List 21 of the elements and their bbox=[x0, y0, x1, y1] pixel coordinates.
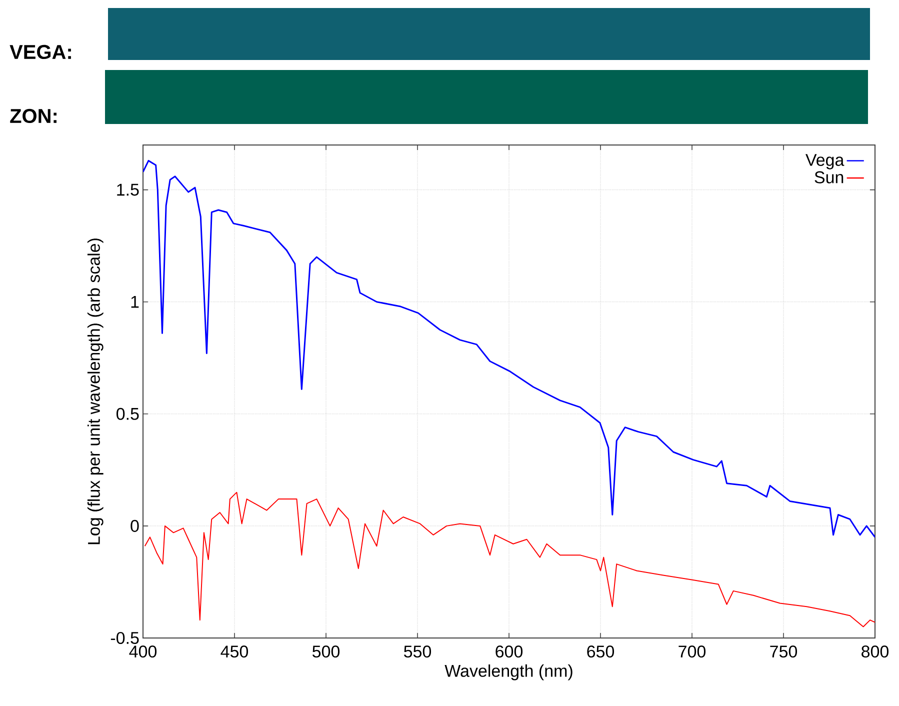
x-tick-label: 700 bbox=[678, 646, 706, 658]
text: VEGA: bbox=[10, 44, 71, 60]
x-tick-label: 750 bbox=[770, 646, 798, 658]
x-tick-label: 450 bbox=[220, 646, 248, 658]
y-axis-title: Log (flux per unit wavelength) (arb scale) bbox=[87, 238, 104, 544]
y-tick-label: 1 bbox=[131, 296, 139, 308]
x-tick-label: 550 bbox=[404, 646, 432, 658]
legend-label: Vega bbox=[806, 154, 844, 170]
x-tick-label: 500 bbox=[312, 646, 340, 658]
y-tick-label: 0 bbox=[130, 520, 139, 532]
line-series bbox=[144, 492, 875, 628]
y-tick-label: -0.5 bbox=[110, 632, 139, 644]
x-tick-label: 600 bbox=[496, 646, 523, 658]
legend-label: Sun bbox=[814, 171, 844, 184]
y-tick-label: 1.5 bbox=[117, 184, 139, 196]
x-tick-label: 400 bbox=[129, 646, 157, 658]
x-axis-title: Wavelength (nm) bbox=[444, 664, 572, 680]
text: ZON: bbox=[10, 108, 56, 124]
x-tick-label: 650 bbox=[587, 646, 614, 658]
y-tick-label: 0.5 bbox=[116, 408, 139, 420]
x-tick-label: 800 bbox=[862, 646, 889, 658]
